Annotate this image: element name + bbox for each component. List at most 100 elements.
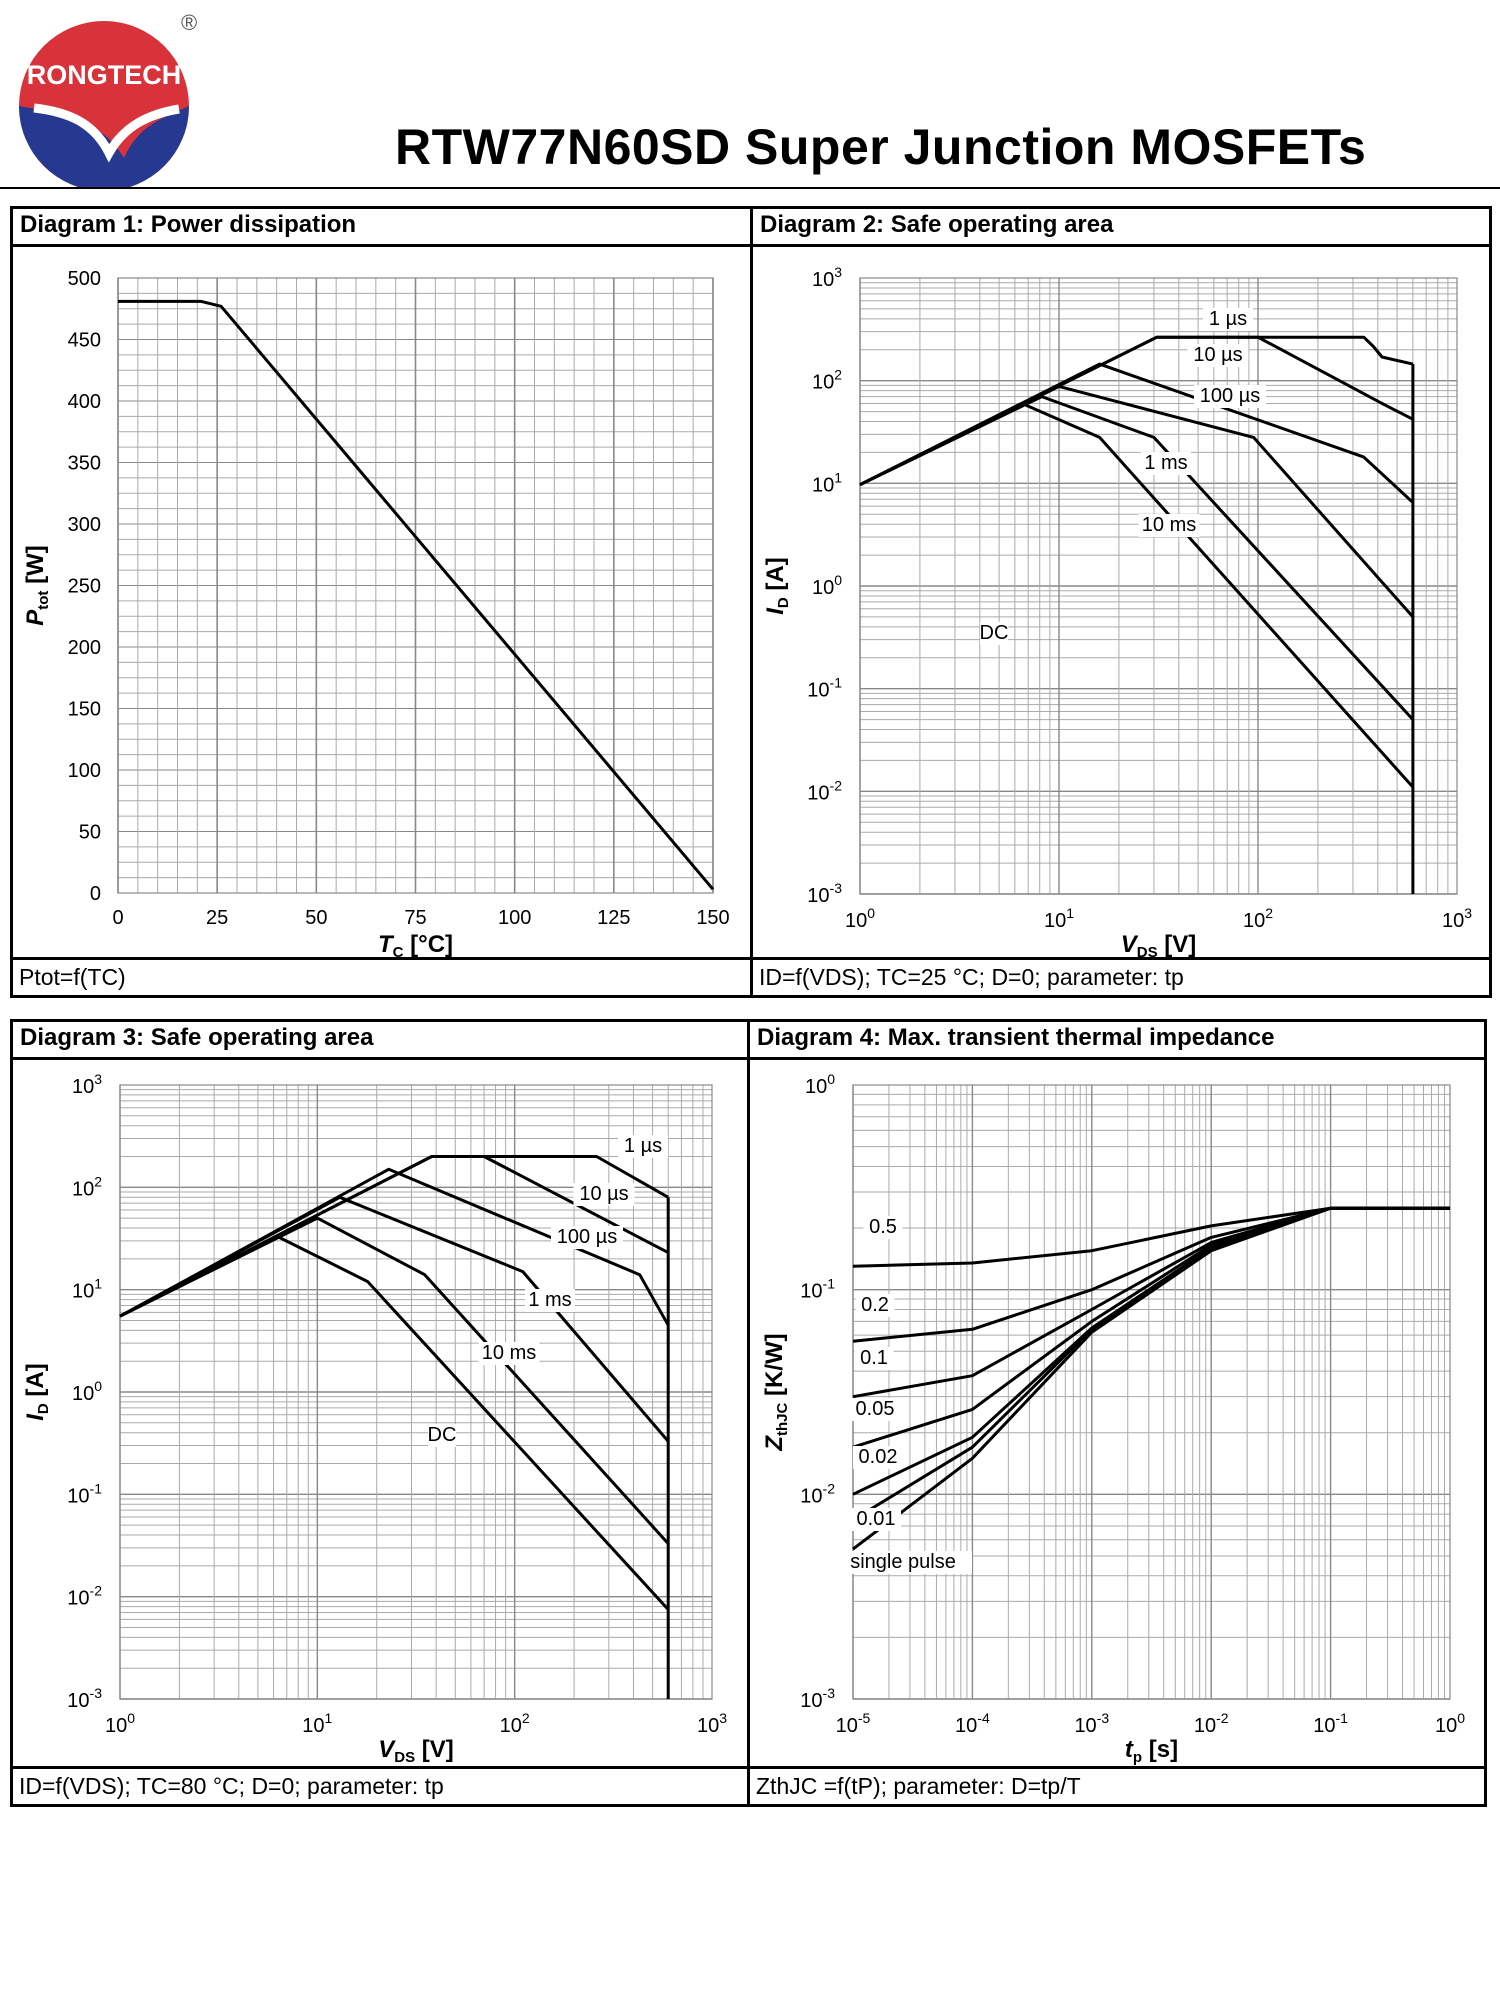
series-100-us (859, 362, 1414, 504)
x-tick-label: 75 (404, 907, 426, 929)
label-1ms-bg (525, 1289, 575, 1312)
y-tick-label: 100 (72, 1378, 102, 1405)
label-d-0.01-bg (851, 1508, 901, 1531)
y-tick-label: 300 (68, 514, 101, 536)
label-10us-bg (573, 1183, 635, 1206)
y-axis-label: ID [A] (762, 557, 792, 615)
diagram-1-title: Diagram 1: Power dissipation (13, 209, 750, 247)
series-10-us (859, 335, 1414, 487)
x-tick-label: 10-4 (955, 1710, 990, 1737)
x-axis-label: TC [°C] (378, 931, 453, 957)
label-10ms: 10 ms (482, 1342, 536, 1364)
series-0.5 (852, 1206, 1450, 1268)
diagram-4-caption: ZthJC =f(tP); parameter: D=tp/T (750, 1766, 1484, 1804)
label-d-0.1: 0.1 (860, 1347, 888, 1369)
label-dc: DC (980, 622, 1009, 644)
x-tick-label: 103 (1442, 905, 1472, 932)
label-dc-bg (428, 1424, 456, 1447)
label-10us: 10 µs (579, 1183, 628, 1205)
x-axis-label: tp [s] (1125, 1736, 1178, 1766)
diagram-3-panel: Diagram 3: Safe operating area 10-3 10-2 1… (10, 1019, 750, 1807)
label-10ms-bg (1138, 514, 1200, 537)
diagram-4-title: Diagram 4: Max. transient thermal impeda… (750, 1022, 1484, 1060)
label-d-0.2-bg (855, 1294, 895, 1317)
label-10us-bg (1187, 344, 1249, 367)
label-100us-bg (551, 1226, 623, 1249)
x-tick-label: 0 (112, 907, 123, 929)
y-tick-label: 102 (812, 367, 842, 394)
y-tick-label: 10-3 (67, 1685, 102, 1712)
label-d-0.1-bg (854, 1347, 894, 1370)
diagram-4-panel: Diagram 4: Max. transient thermal impeda… (747, 1019, 1487, 1807)
y-tick-label: 50 (79, 822, 101, 844)
label-d-0.02-bg (853, 1446, 903, 1469)
label-100us: 100 µs (1200, 385, 1260, 407)
plot-frame (859, 277, 1458, 895)
x-axis-label: VDS [V] (1121, 931, 1197, 957)
x-tick-label: 100 (105, 1710, 135, 1737)
label-single-pulse: single pulse (850, 1551, 956, 1573)
label-d-0.2: 0.2 (861, 1294, 889, 1316)
header-rule (0, 187, 1500, 189)
label-d-0.05: 0.05 (856, 1398, 895, 1420)
series-DC (859, 401, 1415, 789)
y-tick-label: 10-1 (807, 675, 842, 702)
plot-frame (119, 1084, 713, 1700)
series-1-ms (859, 384, 1415, 618)
x-tick-label: 101 (302, 1710, 332, 1737)
label-1ms-bg (1141, 452, 1191, 475)
x-tick-label: 25 (206, 907, 228, 929)
diagram-2-title: Diagram 2: Safe operating area (753, 209, 1489, 247)
series-1-ms (119, 1195, 670, 1443)
label-single-pulse-bg (834, 1551, 972, 1574)
x-tick-label: 125 (597, 907, 630, 929)
y-tick-label: 400 (68, 391, 101, 413)
label-1us: 1 µs (1209, 308, 1247, 330)
y-tick-label: 450 (68, 330, 101, 352)
y-tick-label: 101 (812, 469, 842, 496)
label-d-0.01: 0.01 (857, 1508, 896, 1530)
diagram-2-chart: 10-3 10-2 10-1 100 101 102 103 100 101 102 103 VDS … (762, 264, 1472, 957)
diagram-2-caption: ID=f(VDS); TC=25 °C; D=0; parameter: tp (753, 957, 1489, 995)
label-d-0.5: 0.5 (869, 1216, 897, 1238)
diagram-4-chart: 10-3 10-2 10-1 100 10-5 10-4 10-3 10-2 10-1 100 tp… (761, 1071, 1465, 1766)
y-axis-label: ZthJC [K/W] (761, 1333, 791, 1451)
y-tick-label: 200 (68, 637, 101, 659)
y-tick-label: 103 (72, 1071, 102, 1098)
x-tick-label: 10-1 (1313, 1710, 1348, 1737)
y-tick-label: 101 (72, 1276, 102, 1303)
label-10ms: 10 ms (1142, 514, 1196, 536)
series-ptot (118, 299, 715, 891)
logo-white-swoosh (33, 103, 180, 163)
label-d-0.05-bg (850, 1398, 900, 1421)
label-1us-bg (1203, 308, 1253, 331)
y-tick-label: 0 (90, 883, 101, 905)
y-tick-label: 250 (68, 576, 101, 598)
label-100us: 100 µs (557, 1226, 617, 1248)
series-0.05 (852, 1206, 1450, 1449)
label-100us-bg (1194, 385, 1266, 408)
diagram-3-title: Diagram 3: Safe operating area (13, 1022, 747, 1060)
x-tick-label: 150 (696, 907, 729, 929)
diagram-2-panel: Diagram 2: Safe operating area 10-3 10-2 1… (750, 206, 1492, 998)
y-tick-label: 10-3 (800, 1685, 835, 1712)
label-1us-bg (618, 1135, 668, 1158)
logo-brand-text: RONGTECH (27, 60, 182, 90)
y-tick-label: 10-2 (67, 1583, 102, 1610)
diagram-1-caption: Ptot=f(TC) (13, 957, 750, 995)
y-tick-label: 350 (68, 453, 101, 475)
rongtech-logo: RONGTECH ® (19, 10, 197, 188)
label-1ms: 1 ms (528, 1289, 571, 1311)
y-tick-label: 500 (68, 268, 101, 290)
diagram-1-chart: 0 50 100 150 200 250 300 350 400 450 500 0 25 50 75 100… (22, 268, 730, 957)
x-tick-label: 10-2 (1194, 1710, 1229, 1737)
label-dc: DC (428, 1424, 457, 1446)
y-tick-label: 100 (805, 1071, 835, 1098)
diagram-3-chart: 10-3 10-2 10-1 100 101 102 103 100 101 102 103 VDS … (22, 1071, 727, 1766)
y-tick-label: 10-2 (807, 777, 842, 804)
label-d-0.5-bg (863, 1216, 903, 1239)
y-tick-label: 103 (812, 264, 842, 291)
series-DC (119, 1235, 670, 1611)
plot-frame (852, 1084, 1451, 1700)
registered-mark: ® (181, 10, 197, 35)
